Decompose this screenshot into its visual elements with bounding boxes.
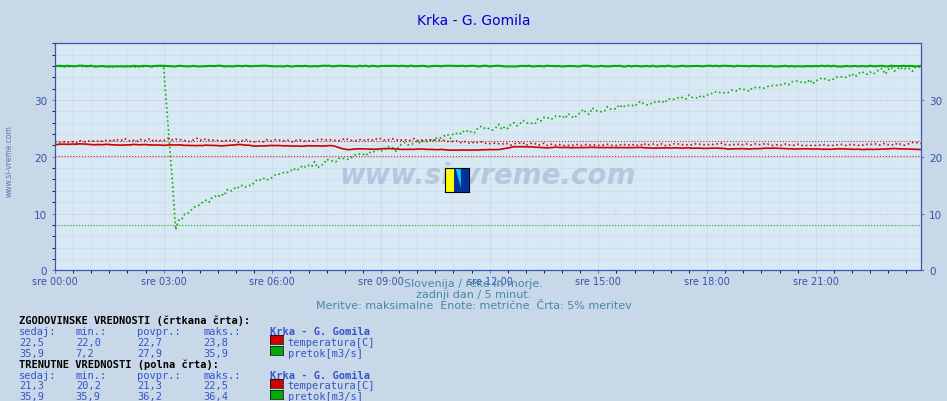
Bar <box>461 168 468 192</box>
Bar <box>455 168 461 192</box>
Text: zadnji dan / 5 minut.: zadnji dan / 5 minut. <box>416 290 531 300</box>
Text: Slovenija / reke in morje.: Slovenija / reke in morje. <box>404 279 543 289</box>
Text: Meritve: maksimalne  Enote: metrične  Črta: 5% meritev: Meritve: maksimalne Enote: metrične Črta… <box>315 300 632 310</box>
Text: 22,0: 22,0 <box>76 337 100 347</box>
Text: 7,2: 7,2 <box>76 348 95 358</box>
Text: temperatura[C]: temperatura[C] <box>288 337 375 347</box>
Text: www.si-vreme.com: www.si-vreme.com <box>5 125 14 196</box>
Text: maks.:: maks.: <box>204 326 241 336</box>
Text: 35,9: 35,9 <box>19 348 44 358</box>
Text: sedaj:: sedaj: <box>19 370 57 380</box>
Text: 20,2: 20,2 <box>76 381 100 391</box>
Polygon shape <box>455 168 461 192</box>
Text: povpr.:: povpr.: <box>137 326 181 336</box>
Text: pretok[m3/s]: pretok[m3/s] <box>288 391 363 401</box>
Text: 35,9: 35,9 <box>204 348 228 358</box>
Text: 22,7: 22,7 <box>137 337 162 347</box>
Text: 35,9: 35,9 <box>76 391 100 401</box>
Text: temperatura[C]: temperatura[C] <box>288 381 375 391</box>
Text: www.si-vreme.com: www.si-vreme.com <box>340 162 636 190</box>
Text: 22,5: 22,5 <box>19 337 44 347</box>
Bar <box>446 168 455 192</box>
Text: Krka - G. Gomila: Krka - G. Gomila <box>270 370 370 380</box>
Text: 21,3: 21,3 <box>137 381 162 391</box>
Text: pretok[m3/s]: pretok[m3/s] <box>288 348 363 358</box>
Text: min.:: min.: <box>76 370 107 380</box>
Text: TRENUTNE VREDNOSTI (polna črta):: TRENUTNE VREDNOSTI (polna črta): <box>19 359 219 369</box>
Text: 21,3: 21,3 <box>19 381 44 391</box>
Text: ZGODOVINSKE VREDNOSTI (črtkana črta):: ZGODOVINSKE VREDNOSTI (črtkana črta): <box>19 315 250 325</box>
Text: 36,2: 36,2 <box>137 391 162 401</box>
Text: povpr.:: povpr.: <box>137 370 181 380</box>
Text: Krka - G. Gomila: Krka - G. Gomila <box>270 326 370 336</box>
Text: 35,9: 35,9 <box>19 391 44 401</box>
Text: Krka - G. Gomila: Krka - G. Gomila <box>417 14 530 28</box>
Text: sedaj:: sedaj: <box>19 326 57 336</box>
Text: 36,4: 36,4 <box>204 391 228 401</box>
Text: 22,5: 22,5 <box>204 381 228 391</box>
Text: min.:: min.: <box>76 326 107 336</box>
Text: 27,9: 27,9 <box>137 348 162 358</box>
Text: maks.:: maks.: <box>204 370 241 380</box>
Text: 23,8: 23,8 <box>204 337 228 347</box>
